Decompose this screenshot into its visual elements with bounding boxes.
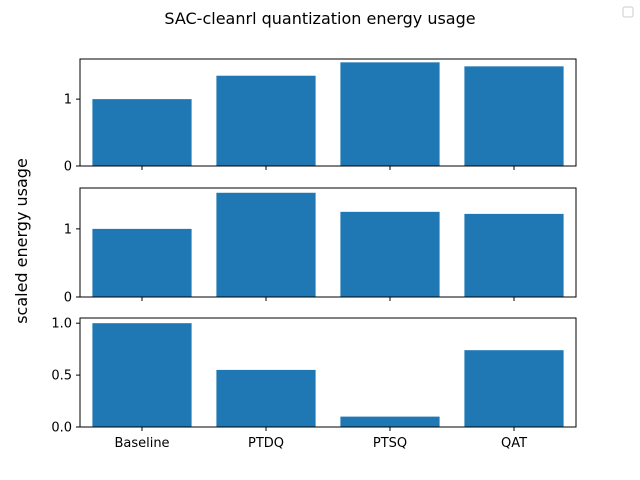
bar-ptsq bbox=[340, 211, 440, 297]
bar-baseline bbox=[92, 323, 192, 427]
y-tick-label: 0 bbox=[64, 291, 72, 306]
y-tick-label: 0 bbox=[64, 160, 72, 175]
x-tick-label: PTDQ bbox=[248, 436, 284, 451]
bar-baseline bbox=[92, 228, 192, 298]
bar-baseline bbox=[92, 99, 192, 167]
axes-frame bbox=[79, 58, 577, 167]
subplot-2: 01 bbox=[64, 187, 577, 306]
bar-qat bbox=[464, 350, 564, 427]
bar-ptsq bbox=[340, 62, 440, 167]
bar-ptdq bbox=[216, 192, 316, 297]
x-tick-label: QAT bbox=[501, 436, 527, 451]
y-tick-label: 0.5 bbox=[51, 369, 72, 384]
y-tick-label: 0.0 bbox=[51, 421, 72, 436]
y-axis-label: scaled energy usage bbox=[12, 158, 31, 324]
y-tick-label: 1.0 bbox=[51, 317, 72, 332]
bar-ptsq bbox=[340, 416, 440, 427]
x-tick-label: PTSQ bbox=[373, 436, 407, 451]
bar-qat bbox=[464, 213, 564, 297]
chart-title: SAC-cleanrl quantization energy usage bbox=[164, 9, 475, 28]
y-tick-label: 1 bbox=[64, 93, 72, 108]
bar-qat bbox=[464, 66, 564, 166]
subplot-3: 0.0 0.5 1.0 Baseline PTDQ PTSQ QAT bbox=[51, 317, 577, 451]
x-tick-label: Baseline bbox=[114, 436, 169, 451]
axes-frame bbox=[79, 187, 577, 298]
bar-ptdq bbox=[216, 75, 316, 166]
subplot-1: 01 bbox=[64, 58, 577, 175]
y-tick-label: 1 bbox=[64, 222, 72, 237]
legend-box bbox=[622, 6, 634, 18]
axes-frame bbox=[79, 317, 577, 428]
bar-ptdq bbox=[216, 369, 316, 427]
